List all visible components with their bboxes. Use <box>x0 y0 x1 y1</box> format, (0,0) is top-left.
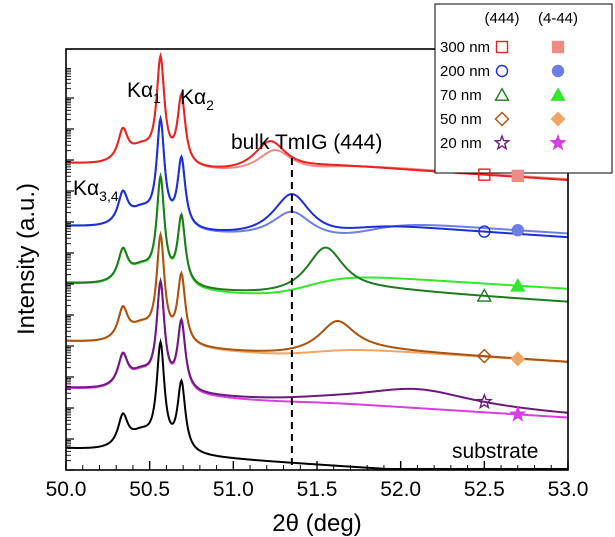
legend-label: 20 nm <box>440 135 482 152</box>
marker-4-44 <box>511 169 524 183</box>
legend-marker-4-44 <box>549 134 567 151</box>
series-line-444 <box>65 172 569 303</box>
x-tick-label: 51.0 <box>213 478 254 501</box>
y-axis-ticks <box>66 67 74 471</box>
x-tick-label: 51.5 <box>297 478 338 501</box>
legend-label: 70 nm <box>440 87 482 104</box>
series-line-4-44 <box>65 173 569 295</box>
series-line-444 <box>65 114 569 239</box>
series-line-444 <box>65 276 569 414</box>
x-tick-label: 50.0 <box>46 478 87 501</box>
legend-label: 300 nm <box>440 39 490 56</box>
series-line-444 <box>65 51 569 182</box>
legend-label: 200 nm <box>440 63 490 80</box>
x-tick-label: 53.0 <box>548 478 589 501</box>
legend-header-444: (444) <box>484 10 519 27</box>
x-axis-ticks: 50.0 50.5 51.0 51.5 52.0 52.5 53.0 <box>46 461 589 501</box>
legend-marker-4-44 <box>550 111 566 127</box>
legend-marker-4-44 <box>550 87 566 101</box>
x-tick-label: 52.0 <box>380 478 421 501</box>
series-curves <box>65 51 569 470</box>
annotation-bulk: bulk TmIG (444) <box>231 131 382 154</box>
legend-label: 50 nm <box>440 111 482 128</box>
legend-marker-444 <box>494 111 510 127</box>
x-tick-label: 50.5 <box>129 478 170 501</box>
annotation-substrate: substrate <box>452 440 538 463</box>
annotation-ka34: Kα3,4 <box>73 177 119 204</box>
x-axis-label: 2θ (deg) <box>272 510 361 537</box>
marker-4-44 <box>510 278 526 292</box>
marker-444 <box>478 225 491 238</box>
x-tick-label: 52.5 <box>464 478 505 501</box>
marker-4-44 <box>510 351 526 367</box>
legend: (444) (4-44) 300 nm 200 nm 70 nm 50 nm 20 nm <box>434 3 613 174</box>
marker-444 <box>476 348 492 364</box>
annotation-ka1: Kα1 <box>127 79 161 106</box>
legend-marker-444 <box>495 40 509 54</box>
series-line-444 <box>65 230 569 363</box>
marker-4-44 <box>511 224 524 237</box>
legend-marker-4-44 <box>551 64 565 78</box>
marker-4-44 <box>509 405 527 422</box>
legend-marker-444 <box>493 134 511 151</box>
marker-444 <box>478 168 491 181</box>
y-axis-label: Intensity (a.u.) <box>13 183 40 335</box>
series-line-4-44 <box>65 278 569 419</box>
legend-marker-4-44 <box>551 40 565 54</box>
legend-box <box>434 3 613 174</box>
legend-marker-444 <box>495 64 509 78</box>
marker-444 <box>475 392 493 410</box>
marker-444 <box>476 288 493 302</box>
legend-marker-444 <box>494 87 510 101</box>
legend-header-4-44: (4-44) <box>538 10 578 27</box>
annotation-ka2: Kα2 <box>180 86 214 113</box>
series-markers <box>475 168 527 422</box>
